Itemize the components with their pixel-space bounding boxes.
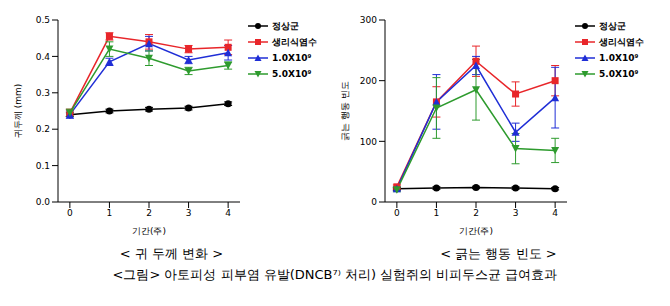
svg-text:0: 0	[394, 208, 400, 218]
html-text:정상군: 정상군	[272, 20, 299, 31]
svg-text:기간(주): 기간(주)	[459, 226, 493, 236]
svg-text:0.5: 0.5	[36, 15, 50, 25]
svg-text:0.2: 0.2	[36, 124, 50, 134]
svg-text:2: 2	[146, 208, 152, 218]
html-text:정상군: 정상군	[599, 20, 626, 31]
svg-text:3: 3	[186, 208, 192, 218]
svg-text:1: 1	[107, 208, 113, 218]
svg-text:0.3: 0.3	[36, 88, 50, 98]
html-text:생리식염수: 생리식염수	[599, 36, 644, 47]
html-text:1.0X10⁹: 1.0X10⁹	[599, 53, 639, 63]
svg-text:1: 1	[434, 208, 440, 218]
svg-text:0.1: 0.1	[36, 161, 50, 171]
svg-text:기간(주): 기간(주)	[132, 226, 166, 236]
svg-text:귀두께 (mm): 귀두께 (mm)	[13, 84, 23, 138]
svg-text:0: 0	[371, 197, 377, 207]
svg-text:3: 3	[513, 208, 519, 218]
svg-text:300: 300	[360, 15, 377, 25]
svg-text:0: 0	[67, 208, 73, 218]
html-text:5.0X10⁹: 5.0X10⁹	[599, 69, 639, 79]
svg-text:긁는 행동 빈도: 긁는 행동 빈도	[340, 81, 350, 141]
svg-text:200: 200	[360, 76, 377, 86]
html-text:< 긁는 행동 빈도 >: < 긁는 행동 빈도 >	[440, 246, 557, 261]
svg-text:0.0: 0.0	[36, 197, 51, 207]
svg-text:0.4: 0.4	[36, 52, 51, 62]
html-text:<그림> 아토피성 피부염 유발(DNCB⁷⁾ 처리) 실험: <그림> 아토피성 피부염 유발(DNCB⁷⁾ 처리) 실험쥐의 비피두스균 급…	[112, 267, 558, 282]
html-text:1.0X10⁹: 1.0X10⁹	[272, 53, 312, 63]
svg-text:4: 4	[225, 208, 231, 218]
svg-text:2: 2	[473, 208, 479, 218]
svg-text:4: 4	[552, 208, 558, 218]
html-text:5.0X10⁹: 5.0X10⁹	[272, 69, 312, 79]
html-text:생리식염수: 생리식염수	[272, 36, 317, 47]
html-text:< 귀 두께 변화 >: < 귀 두께 변화 >	[119, 246, 224, 261]
svg-text:100: 100	[360, 137, 377, 147]
